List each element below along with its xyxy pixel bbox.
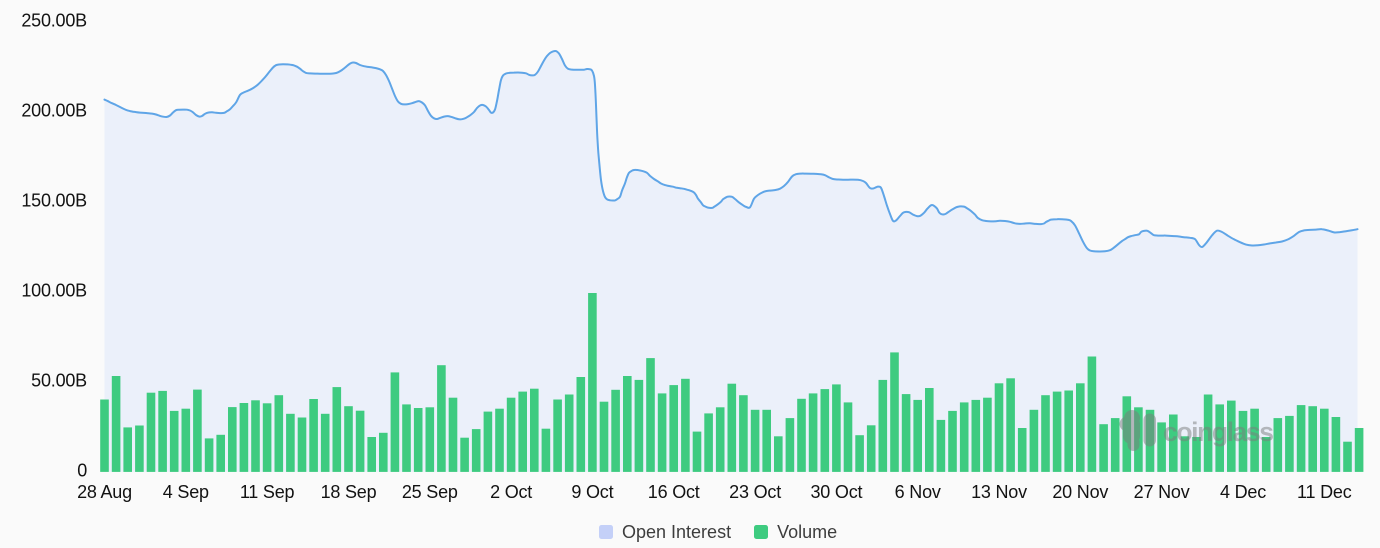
svg-text:coinglass: coinglass (1163, 417, 1273, 447)
